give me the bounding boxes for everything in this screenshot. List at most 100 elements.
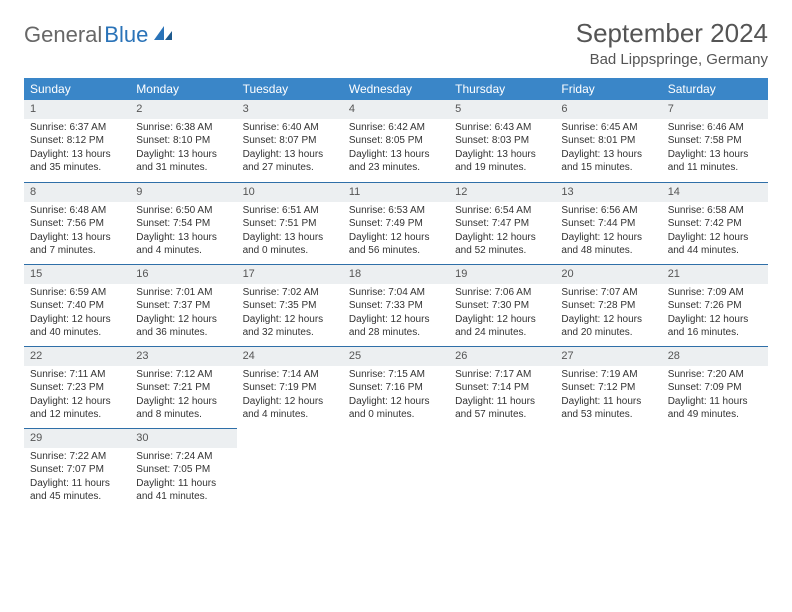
- daylight-line2: and 27 minutes.: [243, 161, 337, 175]
- day-number: 2: [130, 100, 236, 119]
- daylight-line1: Daylight: 12 hours: [349, 231, 443, 245]
- day-number: 13: [555, 182, 661, 202]
- calendar-day-cell: 5Sunrise: 6:43 AMSunset: 8:03 PMDaylight…: [449, 100, 555, 182]
- daylight-line1: Daylight: 13 hours: [349, 148, 443, 162]
- calendar-day-cell: 20Sunrise: 7:07 AMSunset: 7:28 PMDayligh…: [555, 264, 661, 346]
- day-number: 12: [449, 182, 555, 202]
- calendar-day-cell: 9Sunrise: 6:50 AMSunset: 7:54 PMDaylight…: [130, 182, 236, 264]
- calendar-day-cell: 21Sunrise: 7:09 AMSunset: 7:26 PMDayligh…: [662, 264, 768, 346]
- logo-sail-icon: [152, 22, 174, 48]
- weekday-header: Thursday: [449, 78, 555, 100]
- day-body: Sunrise: 6:56 AMSunset: 7:44 PMDaylight:…: [555, 202, 661, 262]
- calendar-day-cell: 30Sunrise: 7:24 AMSunset: 7:05 PMDayligh…: [130, 428, 236, 510]
- daylight-line1: Daylight: 13 hours: [30, 148, 124, 162]
- sunrise-text: Sunrise: 6:54 AM: [455, 204, 549, 218]
- daylight-line1: Daylight: 12 hours: [136, 395, 230, 409]
- sunrise-text: Sunrise: 6:46 AM: [668, 121, 762, 135]
- sunrise-text: Sunrise: 7:12 AM: [136, 368, 230, 382]
- sunrise-text: Sunrise: 7:20 AM: [668, 368, 762, 382]
- sunset-text: Sunset: 7:14 PM: [455, 381, 549, 395]
- daylight-line2: and 53 minutes.: [561, 408, 655, 422]
- calendar-day-cell: 26Sunrise: 7:17 AMSunset: 7:14 PMDayligh…: [449, 346, 555, 428]
- calendar-day-cell: 11Sunrise: 6:53 AMSunset: 7:49 PMDayligh…: [343, 182, 449, 264]
- daylight-line1: Daylight: 13 hours: [455, 148, 549, 162]
- day-body: Sunrise: 7:24 AMSunset: 7:05 PMDaylight:…: [130, 448, 236, 508]
- sunrise-text: Sunrise: 6:42 AM: [349, 121, 443, 135]
- day-body: Sunrise: 6:50 AMSunset: 7:54 PMDaylight:…: [130, 202, 236, 262]
- day-number: 24: [237, 346, 343, 366]
- daylight-line1: Daylight: 11 hours: [455, 395, 549, 409]
- sunset-text: Sunset: 7:58 PM: [668, 134, 762, 148]
- daylight-line2: and 32 minutes.: [243, 326, 337, 340]
- sunset-text: Sunset: 7:35 PM: [243, 299, 337, 313]
- day-number: 11: [343, 182, 449, 202]
- sunset-text: Sunset: 7:42 PM: [668, 217, 762, 231]
- sunrise-text: Sunrise: 6:45 AM: [561, 121, 655, 135]
- daylight-line2: and 24 minutes.: [455, 326, 549, 340]
- daylight-line1: Daylight: 13 hours: [243, 148, 337, 162]
- title-block: September 2024 Bad Lippspringe, Germany: [576, 18, 768, 68]
- weekday-header: Wednesday: [343, 78, 449, 100]
- day-body: Sunrise: 7:22 AMSunset: 7:07 PMDaylight:…: [24, 448, 130, 508]
- daylight-line2: and 15 minutes.: [561, 161, 655, 175]
- sunrise-text: Sunrise: 7:02 AM: [243, 286, 337, 300]
- day-number: 30: [130, 428, 236, 448]
- day-number: 16: [130, 264, 236, 284]
- day-body: Sunrise: 7:19 AMSunset: 7:12 PMDaylight:…: [555, 366, 661, 426]
- daylight-line1: Daylight: 12 hours: [561, 231, 655, 245]
- sunset-text: Sunset: 8:07 PM: [243, 134, 337, 148]
- sunrise-text: Sunrise: 6:37 AM: [30, 121, 124, 135]
- day-body: Sunrise: 7:09 AMSunset: 7:26 PMDaylight:…: [662, 284, 768, 344]
- sunrise-text: Sunrise: 7:19 AM: [561, 368, 655, 382]
- daylight-line1: Daylight: 13 hours: [136, 148, 230, 162]
- sunset-text: Sunset: 8:12 PM: [30, 134, 124, 148]
- sunrise-text: Sunrise: 6:40 AM: [243, 121, 337, 135]
- calendar-day-cell: 22Sunrise: 7:11 AMSunset: 7:23 PMDayligh…: [24, 346, 130, 428]
- daylight-line1: Daylight: 11 hours: [136, 477, 230, 491]
- sunset-text: Sunset: 7:09 PM: [668, 381, 762, 395]
- calendar-week-row: 15Sunrise: 6:59 AMSunset: 7:40 PMDayligh…: [24, 264, 768, 346]
- sunset-text: Sunset: 7:16 PM: [349, 381, 443, 395]
- daylight-line2: and 44 minutes.: [668, 244, 762, 258]
- daylight-line2: and 16 minutes.: [668, 326, 762, 340]
- calendar-week-row: 29Sunrise: 7:22 AMSunset: 7:07 PMDayligh…: [24, 428, 768, 510]
- sunrise-text: Sunrise: 6:43 AM: [455, 121, 549, 135]
- day-number: 28: [662, 346, 768, 366]
- sunrise-text: Sunrise: 6:59 AM: [30, 286, 124, 300]
- sunset-text: Sunset: 7:56 PM: [30, 217, 124, 231]
- sunrise-text: Sunrise: 6:53 AM: [349, 204, 443, 218]
- daylight-line1: Daylight: 11 hours: [668, 395, 762, 409]
- day-body: Sunrise: 7:06 AMSunset: 7:30 PMDaylight:…: [449, 284, 555, 344]
- day-body: Sunrise: 7:20 AMSunset: 7:09 PMDaylight:…: [662, 366, 768, 426]
- daylight-line1: Daylight: 13 hours: [136, 231, 230, 245]
- header: GeneralBlue September 2024 Bad Lippsprin…: [24, 18, 768, 68]
- day-number: 20: [555, 264, 661, 284]
- sunrise-text: Sunrise: 7:11 AM: [30, 368, 124, 382]
- calendar-week-row: 22Sunrise: 7:11 AMSunset: 7:23 PMDayligh…: [24, 346, 768, 428]
- sunset-text: Sunset: 7:37 PM: [136, 299, 230, 313]
- sunrise-text: Sunrise: 7:04 AM: [349, 286, 443, 300]
- weekday-header: Tuesday: [237, 78, 343, 100]
- sunset-text: Sunset: 8:03 PM: [455, 134, 549, 148]
- calendar-day-cell: [237, 428, 343, 510]
- weekday-header: Saturday: [662, 78, 768, 100]
- sunrise-text: Sunrise: 7:06 AM: [455, 286, 549, 300]
- day-body: Sunrise: 6:42 AMSunset: 8:05 PMDaylight:…: [343, 119, 449, 179]
- sunrise-text: Sunrise: 6:48 AM: [30, 204, 124, 218]
- calendar-day-cell: 13Sunrise: 6:56 AMSunset: 7:44 PMDayligh…: [555, 182, 661, 264]
- daylight-line1: Daylight: 12 hours: [455, 231, 549, 245]
- sunset-text: Sunset: 7:12 PM: [561, 381, 655, 395]
- sunrise-text: Sunrise: 7:17 AM: [455, 368, 549, 382]
- sunrise-text: Sunrise: 7:09 AM: [668, 286, 762, 300]
- calendar-day-cell: 14Sunrise: 6:58 AMSunset: 7:42 PMDayligh…: [662, 182, 768, 264]
- sunset-text: Sunset: 7:30 PM: [455, 299, 549, 313]
- calendar-day-cell: 7Sunrise: 6:46 AMSunset: 7:58 PMDaylight…: [662, 100, 768, 182]
- daylight-line2: and 12 minutes.: [30, 408, 124, 422]
- sunset-text: Sunset: 7:54 PM: [136, 217, 230, 231]
- logo-text-general: General: [24, 22, 102, 48]
- day-body: Sunrise: 6:48 AMSunset: 7:56 PMDaylight:…: [24, 202, 130, 262]
- calendar-day-cell: 2Sunrise: 6:38 AMSunset: 8:10 PMDaylight…: [130, 100, 236, 182]
- weekday-header: Monday: [130, 78, 236, 100]
- calendar-day-cell: 4Sunrise: 6:42 AMSunset: 8:05 PMDaylight…: [343, 100, 449, 182]
- sunset-text: Sunset: 7:40 PM: [30, 299, 124, 313]
